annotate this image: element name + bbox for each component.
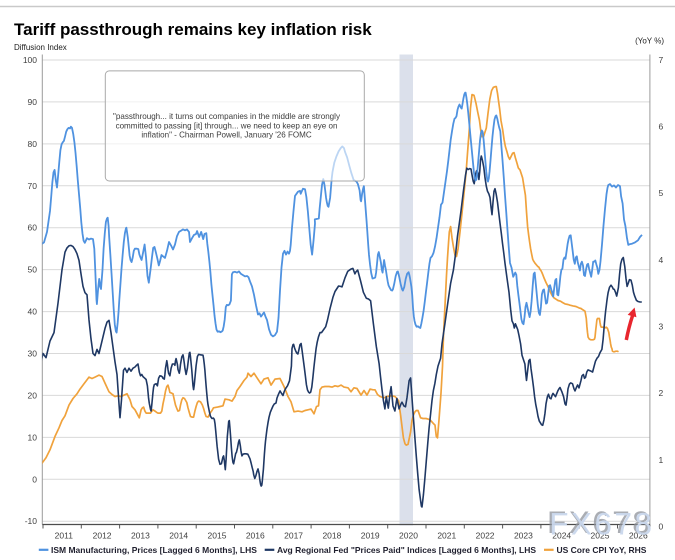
svg-text:100: 100 xyxy=(23,55,37,65)
svg-text:Diffusion Index: Diffusion Index xyxy=(14,43,67,52)
svg-text:2019: 2019 xyxy=(361,531,380,541)
svg-text:2014: 2014 xyxy=(169,531,188,541)
svg-text:2011: 2011 xyxy=(55,531,74,541)
svg-text:"passthrough... it turns out c: "passthrough... it turns out companies i… xyxy=(113,112,340,121)
svg-text:2: 2 xyxy=(659,388,664,398)
svg-text:2015: 2015 xyxy=(208,531,227,541)
svg-text:FX678: FX678 xyxy=(549,506,654,542)
svg-text:US Core CPI YoY, RHS: US Core CPI YoY, RHS xyxy=(557,545,647,555)
svg-text:2020: 2020 xyxy=(399,531,418,541)
svg-text:committed to passing [it] thro: committed to passing [it] through... we … xyxy=(116,121,338,130)
svg-text:2018: 2018 xyxy=(322,531,341,541)
svg-text:inflation" - Chairman Powell,: inflation" - Chairman Powell, January '2… xyxy=(141,131,312,140)
svg-text:20: 20 xyxy=(28,390,38,400)
svg-text:2012: 2012 xyxy=(93,531,112,541)
svg-text:Tariff passthrough remains key: Tariff passthrough remains key inflation… xyxy=(14,20,372,39)
svg-text:2024: 2024 xyxy=(552,531,571,541)
svg-text:80: 80 xyxy=(28,139,38,149)
svg-text:-10: -10 xyxy=(25,516,38,526)
svg-text:1: 1 xyxy=(659,455,664,465)
svg-text:6: 6 xyxy=(659,122,664,132)
svg-text:Avg Regional Fed "Prices Paid": Avg Regional Fed "Prices Paid" Indices [… xyxy=(277,545,536,555)
svg-text:70: 70 xyxy=(28,181,38,191)
svg-text:2022: 2022 xyxy=(476,531,495,541)
svg-text:50: 50 xyxy=(28,265,38,275)
svg-text:FX678: FX678 xyxy=(547,504,652,540)
svg-text:30: 30 xyxy=(28,349,38,359)
svg-text:2021: 2021 xyxy=(437,531,456,541)
svg-text:0: 0 xyxy=(659,521,664,531)
svg-text:5: 5 xyxy=(659,188,664,198)
svg-text:3: 3 xyxy=(659,322,664,332)
svg-text:ISM Manufacturing, Prices [Lag: ISM Manufacturing, Prices [Lagged 6 Mont… xyxy=(51,545,257,555)
svg-text:90: 90 xyxy=(28,97,38,107)
svg-text:2026: 2026 xyxy=(629,531,648,541)
svg-text:2017: 2017 xyxy=(284,531,303,541)
svg-text:7: 7 xyxy=(659,55,664,65)
svg-text:2025: 2025 xyxy=(591,531,610,541)
svg-text:40: 40 xyxy=(28,307,38,317)
svg-text:60: 60 xyxy=(28,223,38,233)
svg-text:10: 10 xyxy=(28,432,38,442)
svg-text:2016: 2016 xyxy=(246,531,265,541)
svg-text:2023: 2023 xyxy=(514,531,533,541)
svg-text:(YoY %): (YoY %) xyxy=(635,37,664,46)
svg-text:2013: 2013 xyxy=(131,531,150,541)
svg-text:0: 0 xyxy=(32,474,37,484)
svg-text:4: 4 xyxy=(659,255,664,265)
